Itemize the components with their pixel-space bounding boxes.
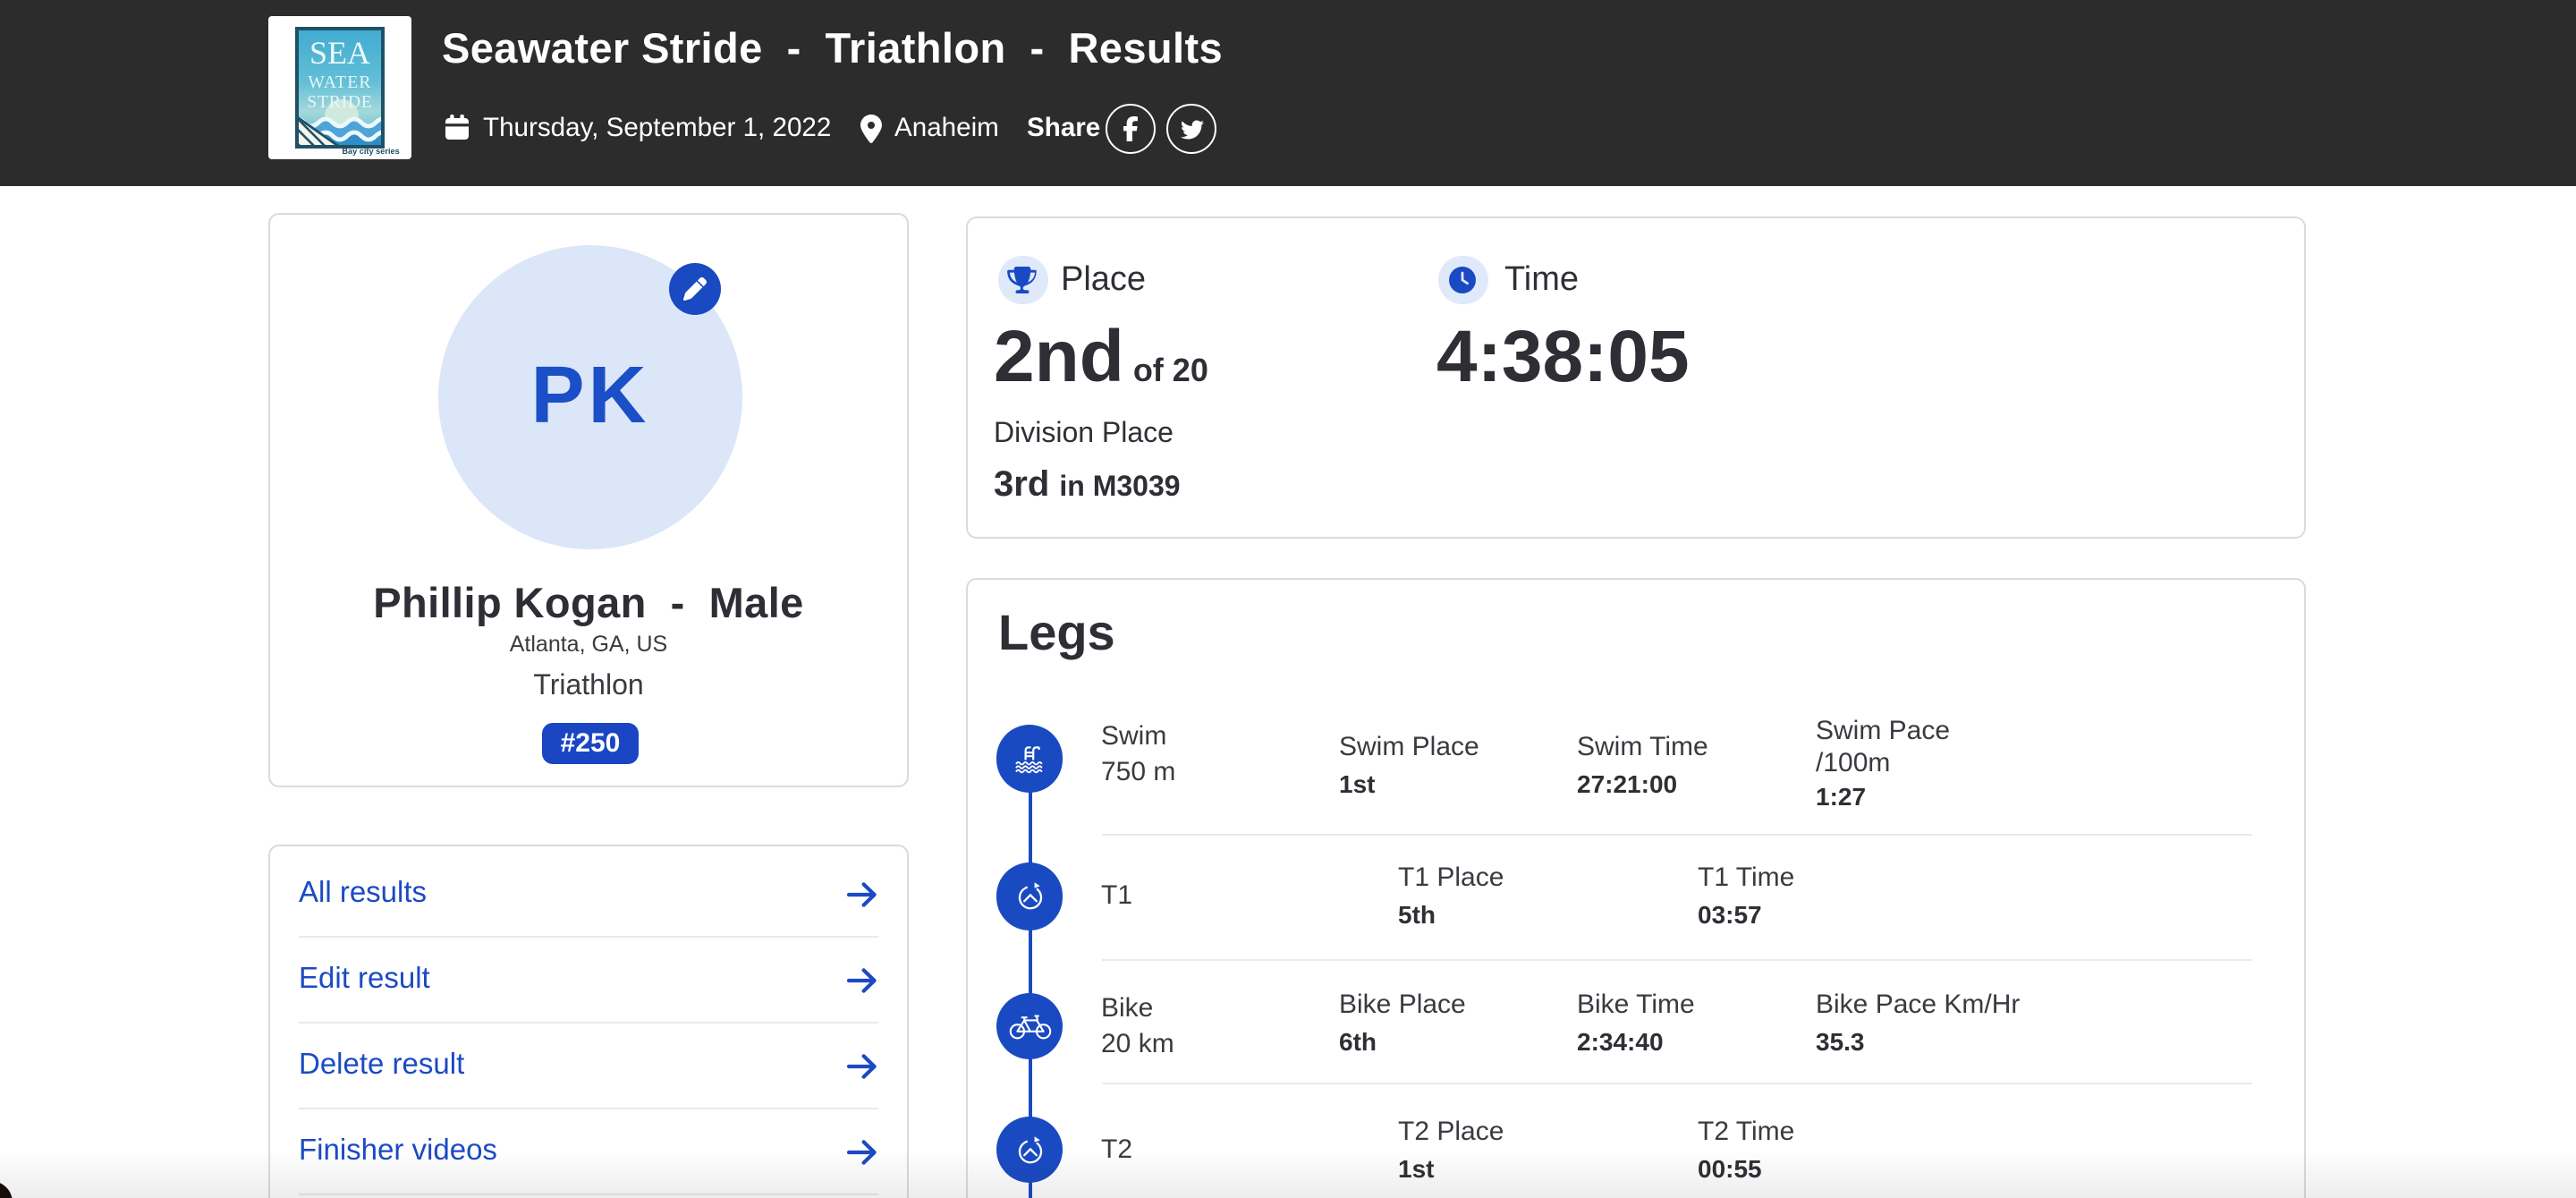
svg-text:SEA: SEA <box>309 35 370 71</box>
svg-text:WATER: WATER <box>308 73 371 92</box>
svg-text:STRIDE: STRIDE <box>307 93 372 112</box>
